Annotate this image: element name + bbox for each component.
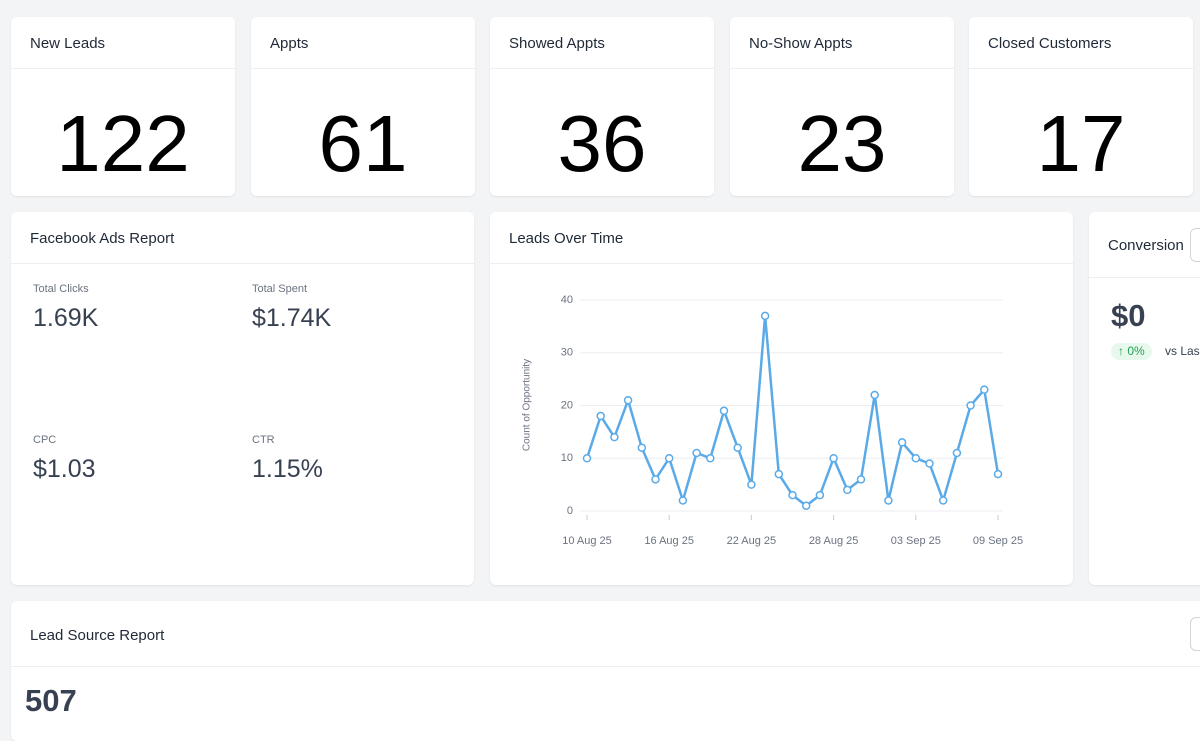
card-header: Facebook Ads Report bbox=[11, 212, 474, 264]
dashboard: New Leads 122 Appts 61 Showed Appts 36 No-S… bbox=[11, 17, 1200, 741]
stat-value: 122 bbox=[56, 99, 190, 188]
x-tick-label: 10 Aug 25 bbox=[562, 535, 612, 547]
point bbox=[884, 496, 893, 505]
card-header: Conversion bbox=[1089, 212, 1200, 278]
card-title: Lead Source Report bbox=[30, 627, 165, 644]
metric-label: Total Spent bbox=[252, 283, 308, 295]
stat-card: Showed Appts 36 bbox=[490, 17, 714, 196]
stat-value: 61 bbox=[318, 99, 408, 188]
change-badge: ↑ 0% bbox=[1111, 343, 1152, 360]
facebook-card: Facebook Ads Report Total Clicks 1.69K T… bbox=[11, 212, 474, 585]
point bbox=[747, 480, 756, 489]
point bbox=[815, 490, 825, 500]
stat-value: 17 bbox=[1036, 99, 1126, 188]
card-title: Facebook Ads Report bbox=[30, 230, 175, 247]
stat-card: Closed Customers 17 bbox=[969, 17, 1193, 196]
dropdown[interactable] bbox=[1190, 228, 1200, 262]
series-line bbox=[585, 314, 1000, 507]
conversion-value: $0 bbox=[1111, 298, 1146, 333]
point bbox=[980, 385, 989, 394]
card-header: Appts bbox=[251, 17, 475, 69]
point bbox=[856, 475, 866, 484]
point bbox=[692, 448, 701, 458]
point bbox=[938, 496, 948, 505]
card-header: Lead Source Report bbox=[11, 601, 1200, 667]
point bbox=[925, 459, 934, 468]
stat-value: 23 bbox=[797, 99, 887, 188]
y-axis-title: Count of Opportunity bbox=[522, 359, 533, 451]
point bbox=[610, 432, 619, 442]
point bbox=[788, 490, 797, 500]
metric-value: $1.03 bbox=[33, 455, 96, 483]
y-tick-label: 20 bbox=[561, 399, 573, 411]
x-tick-label: 16 Aug 25 bbox=[644, 535, 694, 547]
metric-value: 1.69K bbox=[33, 304, 99, 332]
y-tick-label: 10 bbox=[561, 452, 573, 464]
card-header: Closed Customers bbox=[969, 17, 1193, 69]
point bbox=[596, 411, 605, 421]
point bbox=[966, 401, 975, 410]
dropdown[interactable] bbox=[1190, 617, 1200, 651]
metric-label: CTR bbox=[252, 434, 275, 446]
point bbox=[678, 496, 688, 505]
x-tick-label: 03 Sep 25 bbox=[891, 535, 941, 547]
stat-card: New Leads 122 bbox=[11, 17, 235, 196]
point bbox=[719, 406, 729, 416]
leads-card: Leads Over Time Count of Opportunity 0 10… bbox=[490, 212, 1073, 585]
card-header: No-Show Appts bbox=[730, 17, 954, 69]
metric-value: 1.15% bbox=[252, 455, 323, 483]
lead-source-card: Lead Source Report 507 bbox=[11, 601, 1200, 741]
card-title: Closed Customers bbox=[988, 35, 1112, 52]
metric-label: CPC bbox=[33, 434, 57, 446]
card-title: No-Show Appts bbox=[749, 35, 853, 52]
point bbox=[623, 395, 633, 405]
point bbox=[801, 501, 811, 510]
change-value: 0% bbox=[1127, 344, 1145, 358]
y-tick-label: 30 bbox=[561, 347, 573, 359]
compare-text: vs Las bbox=[1165, 344, 1200, 358]
metric-value: $1.74K bbox=[252, 304, 332, 332]
point bbox=[952, 448, 962, 458]
x-tick-label: 09 Sep 25 bbox=[973, 535, 1023, 547]
card-title: New Leads bbox=[30, 35, 106, 52]
point bbox=[774, 469, 784, 479]
card-title: Leads Over Time bbox=[509, 230, 624, 247]
stat-card: Appts 61 bbox=[251, 17, 475, 196]
card-header: Showed Appts bbox=[490, 17, 714, 69]
point bbox=[911, 454, 921, 463]
point bbox=[843, 485, 852, 495]
y-tick-label: 40 bbox=[561, 294, 573, 306]
x-tick-label: 22 Aug 25 bbox=[727, 535, 777, 547]
point bbox=[664, 454, 674, 463]
point bbox=[993, 469, 1003, 479]
point bbox=[637, 443, 647, 452]
point bbox=[582, 454, 592, 463]
point bbox=[760, 311, 770, 321]
lead-source-value: 507 bbox=[25, 683, 77, 718]
stat-card: No-Show Appts 23 bbox=[730, 17, 954, 196]
point bbox=[829, 454, 838, 463]
point bbox=[897, 438, 907, 447]
y-tick-label: 0 bbox=[567, 505, 573, 517]
x-tick-label: 28 Aug 25 bbox=[809, 535, 859, 547]
card-title: Appts bbox=[270, 35, 309, 52]
point bbox=[733, 443, 742, 452]
card-header: New Leads bbox=[11, 17, 235, 69]
point bbox=[706, 454, 715, 463]
metric-label: Total Clicks bbox=[33, 283, 89, 295]
point bbox=[651, 475, 660, 484]
conversion-card: Conversion $0 ↑ 0% vs Las bbox=[1089, 212, 1200, 585]
card-title: Showed Appts bbox=[509, 35, 605, 52]
chart: Count of Opportunity 0 10 20 30 40 10 Aug 25 1… bbox=[522, 294, 1023, 547]
card-title: Conversion bbox=[1108, 237, 1184, 254]
point bbox=[870, 390, 879, 400]
card-header: Leads Over Time bbox=[490, 212, 1073, 264]
stat-value: 36 bbox=[557, 99, 647, 188]
